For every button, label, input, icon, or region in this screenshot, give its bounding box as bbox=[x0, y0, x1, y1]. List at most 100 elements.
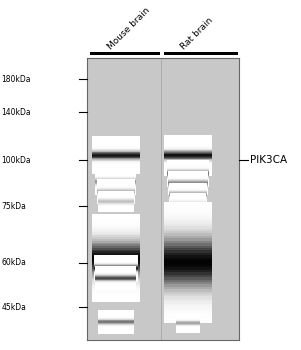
Bar bbox=[98, 316, 134, 317]
Bar bbox=[92, 264, 140, 265]
Bar bbox=[92, 166, 140, 167]
Bar bbox=[95, 274, 136, 275]
Bar bbox=[97, 194, 135, 195]
Bar bbox=[176, 315, 200, 316]
Bar bbox=[90, 52, 160, 55]
Bar bbox=[92, 223, 140, 225]
Bar bbox=[97, 184, 135, 185]
Bar bbox=[94, 259, 138, 260]
Bar bbox=[164, 231, 212, 233]
Bar bbox=[98, 200, 134, 201]
Bar bbox=[97, 200, 135, 201]
Bar bbox=[168, 172, 208, 173]
Bar bbox=[98, 323, 134, 324]
Bar bbox=[176, 317, 200, 318]
Bar bbox=[164, 214, 212, 217]
Bar bbox=[164, 162, 212, 163]
Bar bbox=[95, 272, 136, 273]
Bar bbox=[164, 224, 212, 226]
Bar bbox=[94, 272, 138, 273]
Bar bbox=[94, 273, 138, 274]
Text: 60kDa: 60kDa bbox=[2, 258, 26, 267]
Bar bbox=[170, 211, 206, 212]
Bar bbox=[98, 317, 134, 318]
Bar bbox=[94, 262, 138, 263]
Bar bbox=[168, 173, 208, 174]
Bar bbox=[176, 320, 200, 321]
Bar bbox=[164, 219, 212, 221]
Bar bbox=[92, 149, 140, 150]
Bar bbox=[92, 230, 140, 232]
Bar bbox=[170, 193, 206, 194]
Bar bbox=[98, 330, 134, 331]
Bar bbox=[164, 262, 212, 265]
Bar bbox=[164, 238, 212, 241]
Bar bbox=[169, 198, 207, 199]
Bar bbox=[169, 186, 207, 187]
Bar bbox=[97, 202, 135, 203]
Bar bbox=[92, 154, 140, 155]
Bar bbox=[170, 195, 206, 196]
Bar bbox=[92, 288, 140, 290]
Bar bbox=[97, 182, 135, 183]
Bar bbox=[164, 52, 238, 55]
Bar bbox=[176, 330, 200, 331]
Text: PIK3CA: PIK3CA bbox=[250, 155, 287, 165]
Bar bbox=[97, 185, 135, 186]
Bar bbox=[92, 272, 140, 274]
Bar bbox=[95, 180, 136, 181]
Bar bbox=[164, 212, 212, 214]
Bar bbox=[170, 200, 206, 201]
Bar bbox=[164, 314, 212, 316]
Bar bbox=[95, 189, 136, 190]
Bar bbox=[164, 311, 212, 314]
Bar bbox=[164, 170, 212, 171]
Bar bbox=[95, 280, 136, 281]
Bar bbox=[168, 193, 208, 194]
Bar bbox=[169, 193, 207, 194]
Bar bbox=[170, 197, 206, 198]
Bar bbox=[168, 171, 208, 172]
Bar bbox=[92, 297, 140, 299]
Bar bbox=[92, 293, 140, 295]
Bar bbox=[97, 196, 135, 197]
Bar bbox=[92, 171, 140, 172]
Bar bbox=[164, 289, 212, 292]
Bar bbox=[92, 156, 140, 157]
Bar bbox=[167, 183, 209, 184]
Bar bbox=[92, 147, 140, 148]
Bar bbox=[92, 144, 140, 145]
Bar bbox=[176, 321, 200, 322]
Bar bbox=[95, 194, 136, 195]
Bar bbox=[92, 136, 140, 137]
Bar bbox=[164, 318, 212, 321]
Bar bbox=[92, 236, 140, 237]
Bar bbox=[170, 208, 206, 209]
Bar bbox=[164, 144, 212, 145]
Bar bbox=[92, 267, 140, 269]
Bar bbox=[164, 260, 212, 262]
Bar bbox=[164, 236, 212, 238]
Bar bbox=[94, 277, 138, 278]
Text: 140kDa: 140kDa bbox=[2, 108, 31, 117]
Bar bbox=[98, 310, 134, 311]
Bar bbox=[164, 173, 212, 174]
Bar bbox=[164, 167, 212, 168]
Bar bbox=[95, 181, 136, 182]
Bar bbox=[176, 313, 200, 314]
Bar bbox=[98, 326, 134, 327]
Bar bbox=[164, 246, 212, 248]
Bar bbox=[164, 158, 212, 159]
Bar bbox=[170, 199, 206, 200]
Bar bbox=[169, 191, 207, 192]
Bar bbox=[98, 312, 134, 313]
Bar bbox=[94, 270, 138, 271]
Bar bbox=[97, 201, 135, 202]
Bar bbox=[167, 171, 209, 172]
Bar bbox=[92, 300, 140, 302]
Bar bbox=[168, 185, 208, 186]
Bar bbox=[95, 282, 136, 283]
Bar bbox=[169, 204, 207, 205]
Bar bbox=[95, 176, 136, 177]
Bar bbox=[164, 157, 212, 158]
